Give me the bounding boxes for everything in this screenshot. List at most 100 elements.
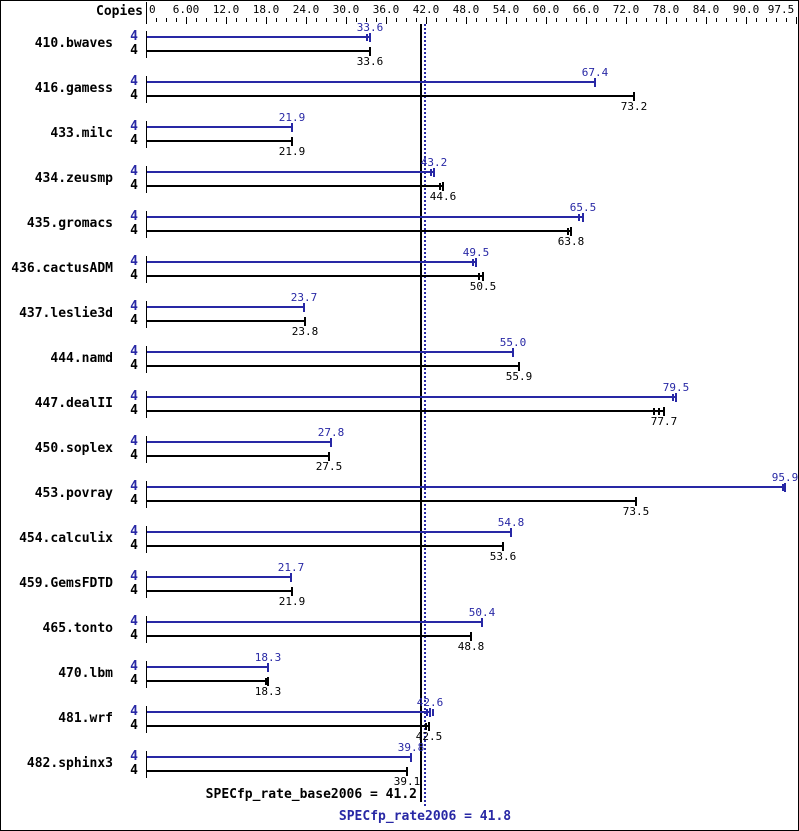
peak-bar [147,711,430,713]
axis-tick-label: 90.0 [732,3,760,16]
bar-end-cap [291,123,293,132]
base-bar [147,770,407,772]
axis-minor-tick [216,18,217,22]
pair-axis-stub [146,211,147,238]
benchmark-label: 416.gamess [34,81,113,96]
axis-tick-label: 36.0 [372,3,400,16]
axis-minor-tick [336,18,337,22]
benchmark-label: 482.sphinx3 [26,756,113,771]
copies-value-peak: 4 [130,299,138,314]
bar-end-cap [518,362,520,371]
peak-bar [147,126,292,128]
value-label-base: 23.8 [291,325,319,338]
copies-value-base: 4 [130,673,138,688]
pair-axis-stub [146,751,147,778]
base-bar [147,230,571,232]
axis-minor-tick [416,18,417,22]
base-bar [147,680,268,682]
axis-minor-tick [536,18,537,22]
axis-minor-tick [256,18,257,22]
value-label-peak: 67.4 [581,66,609,79]
peak-bar [147,351,513,353]
value-label-peak: 39.8 [397,741,425,754]
axis-minor-tick [756,18,757,22]
value-label-base: 48.8 [457,640,485,653]
bar-end-cap [442,182,444,191]
footer-base-label: SPECfp_rate_base2006 = 41.2 [205,787,417,802]
axis-origin-line [146,2,147,24]
benchmark-label: 434.zeusmp [34,171,113,186]
base-bar [147,320,305,322]
axis-minor-tick [636,18,637,22]
run-tick [432,709,434,716]
value-label-base: 73.2 [620,100,648,113]
value-label-base: 18.3 [254,685,282,698]
bar-end-cap [510,528,512,537]
axis-minor-tick [286,18,287,22]
axis-major-tick [186,17,187,24]
bar-end-cap [328,452,330,461]
benchmark-label: 470.lbm [58,666,113,681]
pair-axis-stub [146,301,147,328]
bar-end-cap [481,618,483,627]
bar-end-cap [502,542,504,551]
peak-bar [147,576,291,578]
axis-major-tick [626,17,627,24]
value-label-peak: 27.8 [317,426,345,439]
pair-axis-stub [146,616,147,643]
copies-value-base: 4 [130,358,138,373]
bar-end-cap [303,303,305,312]
axis-minor-tick [296,18,297,22]
base-bar [147,50,370,52]
value-label-base: 33.6 [356,55,384,68]
bar-end-cap [291,137,293,146]
copies-value-peak: 4 [130,74,138,89]
base-bar [147,725,429,727]
pair-axis-stub [146,661,147,688]
bar-end-cap [675,393,677,402]
copies-value-peak: 4 [130,614,138,629]
reference-line-peak [424,24,426,808]
axis-tick-label: 78.0 [652,3,680,16]
base-bar [147,500,636,502]
copies-value-base: 4 [130,718,138,733]
copies-value-base: 4 [130,268,138,283]
axis-minor-tick [776,18,777,22]
bar-end-cap [470,632,472,641]
value-label-base: 73.5 [622,505,650,518]
run-tick [478,273,480,280]
axis-tick-label: 24.0 [292,3,320,16]
copies-value-peak: 4 [130,164,138,179]
copies-value-base: 4 [130,628,138,643]
axis-major-tick [706,17,707,24]
run-tick [430,169,432,176]
run-tick [578,214,580,221]
axis-minor-tick [236,18,237,22]
base-bar [147,635,471,637]
axis-minor-tick [156,18,157,22]
pair-axis-stub [146,121,147,148]
axis-minor-tick [246,18,247,22]
axis-minor-tick [556,18,557,22]
axis-minor-tick [376,18,377,22]
axis-tick-label: 6.00 [172,3,200,16]
axis-minor-tick [606,18,607,22]
bar-end-cap [267,677,269,686]
peak-bar [147,486,785,488]
axis-tick-label: 48.0 [452,3,480,16]
axis-tick-label: 60.0 [532,3,560,16]
value-label-base: 27.5 [315,460,343,473]
pair-axis-stub [146,346,147,373]
axis-minor-tick [196,18,197,22]
bar-end-cap [406,767,408,776]
base-bar [147,365,519,367]
axis-minor-tick [206,18,207,22]
bar-end-cap [594,78,596,87]
axis-minor-tick [316,18,317,22]
bar-end-cap [635,497,637,506]
axis-major-tick [546,17,547,24]
benchmark-label: 444.namd [50,351,113,366]
run-tick [658,408,660,415]
copies-value-peak: 4 [130,119,138,134]
run-tick [472,259,474,266]
